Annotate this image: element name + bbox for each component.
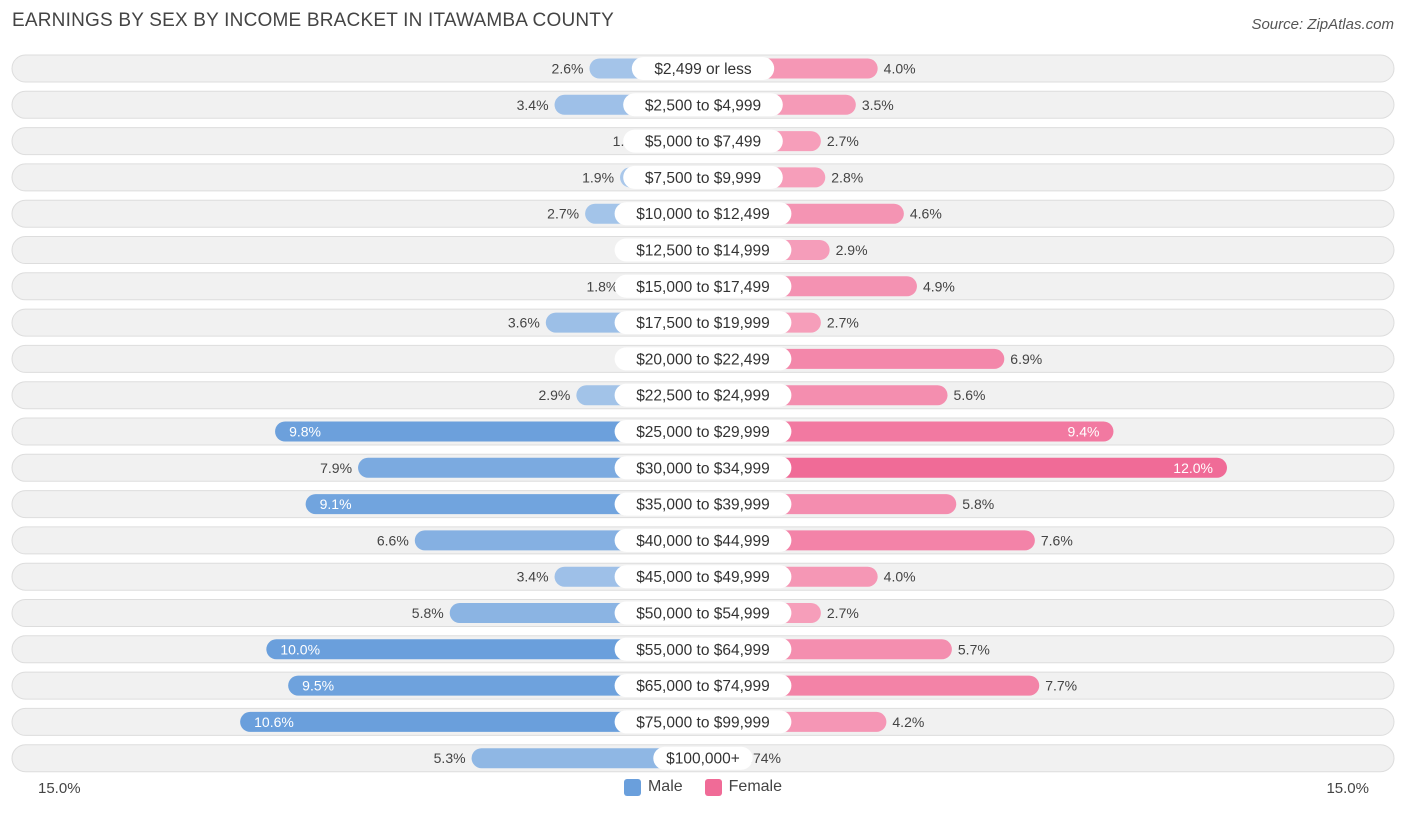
category-label-pill xyxy=(623,93,783,117)
male-value-label: 1.8% xyxy=(586,278,618,294)
female-value-label: 4.0% xyxy=(884,61,916,77)
male-bar xyxy=(288,675,703,696)
category-label-pill xyxy=(614,420,792,443)
female-value-label: 12.0% xyxy=(1173,460,1213,476)
category-label: $12,500 to $14,999 xyxy=(636,243,770,260)
category-label-pill xyxy=(614,710,792,734)
female-value-label: 7.6% xyxy=(1041,532,1073,548)
category-label-pill xyxy=(614,528,792,552)
category-label: $35,000 to $39,999 xyxy=(636,497,770,514)
category-label-pill xyxy=(653,746,753,770)
male-bar xyxy=(240,711,703,732)
category-label-pill xyxy=(614,238,792,262)
category-label-pill xyxy=(614,311,792,335)
legend-label-male: Male xyxy=(647,778,683,795)
category-label-pill xyxy=(623,129,783,153)
female-value-label: 2.7% xyxy=(827,133,859,149)
male-bar xyxy=(471,748,703,769)
female-value-label: 7.7% xyxy=(1045,678,1077,694)
category-label-pill xyxy=(614,492,792,516)
male-value-label: 3.4% xyxy=(517,97,549,113)
category-label: $2,500 to $4,999 xyxy=(645,97,761,114)
male-value-label: 5.3% xyxy=(434,750,466,766)
category-label-pill xyxy=(614,274,792,298)
category-label-pill xyxy=(614,383,792,407)
legend-item-male[interactable]: Male xyxy=(623,778,683,796)
male-value-label: 2.7% xyxy=(547,206,579,222)
category-label-pill xyxy=(614,601,792,625)
male-value-label: 5.8% xyxy=(412,605,444,621)
male-value-label: 3.6% xyxy=(508,315,540,331)
female-value-label: 4.9% xyxy=(923,278,955,294)
male-value-label: 9.1% xyxy=(320,496,352,512)
legend-label-female: Female xyxy=(728,778,783,795)
female-value-label: 9.4% xyxy=(1068,424,1100,440)
category-label: $65,000 to $74,999 xyxy=(636,678,770,695)
female-value-label: 2.7% xyxy=(827,315,859,331)
category-label: $100,000+ xyxy=(666,751,740,768)
female-value-label: 3.5% xyxy=(862,97,894,113)
male-value-label: 3.4% xyxy=(517,569,549,585)
source-label: Source: ZipAtlas.com xyxy=(1251,16,1394,33)
axis-right-label: 15.0% xyxy=(1326,780,1369,797)
female-value-label: 4.0% xyxy=(884,569,916,585)
female-value-label: 2.9% xyxy=(836,242,868,258)
category-label: $25,000 to $29,999 xyxy=(636,424,770,441)
male-value-label: 10.6% xyxy=(254,714,294,730)
female-value-label: 2.7% xyxy=(827,605,859,621)
legend-swatch-male xyxy=(623,778,641,796)
category-label: $15,000 to $17,499 xyxy=(636,279,770,296)
female-value-label: 5.7% xyxy=(958,641,990,657)
category-label-pill xyxy=(614,202,792,226)
male-value-label: 6.6% xyxy=(377,532,409,548)
category-label: $10,000 to $12,499 xyxy=(636,206,770,223)
category-label-pill xyxy=(631,57,775,80)
category-label: $50,000 to $54,999 xyxy=(636,606,770,623)
male-value-label: 2.9% xyxy=(538,387,570,403)
category-label: $55,000 to $64,999 xyxy=(636,642,770,659)
legend: Male Female xyxy=(0,778,1406,796)
female-value-label: 2.8% xyxy=(831,169,863,185)
male-value-label: 9.8% xyxy=(289,424,321,440)
male-value-label: 9.5% xyxy=(302,678,334,694)
category-label-pill xyxy=(614,565,792,589)
category-label: $40,000 to $44,999 xyxy=(636,533,770,550)
category-label-pill xyxy=(614,456,792,480)
category-label: $7,500 to $9,999 xyxy=(645,170,761,187)
axis-left-label: 15.0% xyxy=(38,780,81,797)
male-value-label: 2.6% xyxy=(552,61,584,77)
female-value-label: 6.9% xyxy=(1010,351,1042,367)
legend-item-female[interactable]: Female xyxy=(704,778,783,796)
category-label: $45,000 to $49,999 xyxy=(636,569,770,586)
male-bar xyxy=(266,639,703,660)
female-value-label: 4.2% xyxy=(892,714,924,730)
male-bar xyxy=(275,421,703,442)
legend-swatch-female xyxy=(704,778,722,796)
female-bar xyxy=(703,457,1227,478)
category-label: $17,500 to $19,999 xyxy=(636,315,770,332)
male-bar xyxy=(305,494,703,515)
male-value-label: 10.0% xyxy=(280,641,320,657)
chart-title: EARNINGS BY SEX BY INCOME BRACKET IN ITA… xyxy=(12,10,614,31)
category-label: $75,000 to $99,999 xyxy=(636,714,770,731)
category-label: $30,000 to $34,999 xyxy=(636,460,770,477)
male-value-label: 7.9% xyxy=(320,460,352,476)
category-label: $22,500 to $24,999 xyxy=(636,388,770,405)
category-label-pill xyxy=(614,637,792,661)
male-value-label: 1.9% xyxy=(582,169,614,185)
category-label: $20,000 to $22,499 xyxy=(636,351,770,368)
female-value-label: 4.6% xyxy=(910,206,942,222)
category-label: $2,499 or less xyxy=(654,61,752,78)
female-value-label: 5.8% xyxy=(962,496,994,512)
category-label: $5,000 to $7,499 xyxy=(645,134,761,151)
category-label-pill xyxy=(623,165,783,189)
chart-canvas: 2.6% 4.0% $2,499 or less 3.4% 3.5% $2,500 to … xyxy=(11,54,1395,773)
category-label-pill xyxy=(614,347,792,371)
female-value-label: 5.6% xyxy=(954,387,986,403)
category-label-pill xyxy=(614,674,792,698)
female-bar xyxy=(703,421,1114,442)
